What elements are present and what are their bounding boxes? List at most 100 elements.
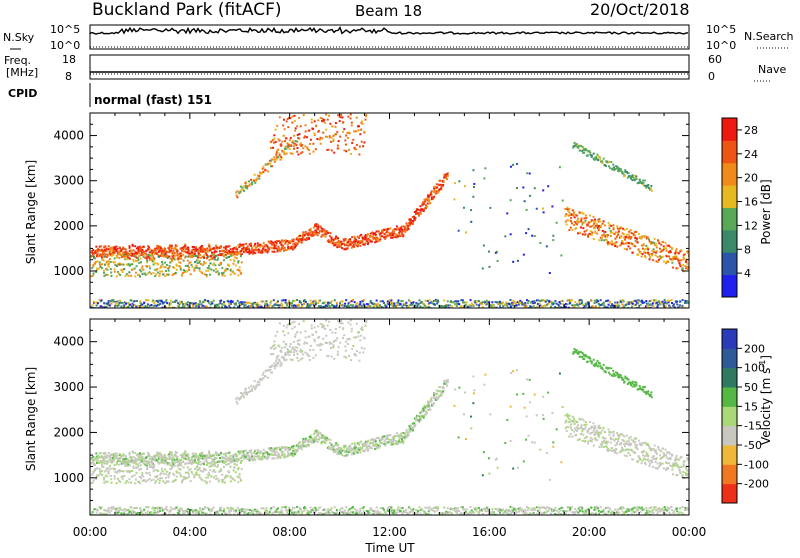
power-echo-cell <box>275 129 277 131</box>
power-echo-cell <box>276 125 278 127</box>
power-echo-cell <box>144 254 146 256</box>
power-echo-cell <box>178 306 180 308</box>
power-echo-cell <box>352 304 354 306</box>
velocity-echo-cell <box>426 412 428 414</box>
power-echo-cell <box>213 300 215 302</box>
power-echo-cell <box>106 269 108 271</box>
power-echo-cell <box>135 272 137 274</box>
power-echo-cell <box>172 250 174 252</box>
power-echo-cell <box>280 144 282 146</box>
power-echo-cell <box>281 141 283 143</box>
power-echo-cell <box>312 231 314 233</box>
power-echo-cell <box>560 254 562 256</box>
power-echo-cell <box>635 231 637 233</box>
power-echo-cell <box>626 248 628 250</box>
velocity-echo-cell <box>117 454 119 456</box>
power-echo-cell <box>657 239 659 241</box>
velocity-echo-cell <box>443 387 445 389</box>
velocity-echo-cell <box>191 471 193 473</box>
velocity-echo-cell <box>215 457 217 459</box>
power-echo-cell <box>162 273 164 275</box>
power-echo-cell <box>502 302 504 304</box>
power-echo-cell <box>134 275 136 277</box>
velocity-echo-cell <box>110 478 112 480</box>
power-echo-cell <box>587 224 589 226</box>
power-echo-cell <box>640 182 642 184</box>
power-echo-cell <box>179 301 181 303</box>
power-echo-cell <box>235 302 237 304</box>
power-echo-cell <box>632 179 634 181</box>
velocity-echo-cell <box>161 477 163 479</box>
velocity-echo-cell <box>169 472 171 474</box>
power-echo-cell <box>202 305 204 307</box>
power-echo-cell <box>99 264 101 266</box>
velocity-echo-cell <box>233 467 235 469</box>
power-echo-cell <box>140 261 142 263</box>
power-echo-cell <box>223 303 225 305</box>
power-echo-cell <box>593 302 595 304</box>
power-echo-cell <box>289 139 291 141</box>
power-echo-cell <box>183 260 185 262</box>
velocity-echo-cell <box>204 480 206 482</box>
power-echo-cell <box>437 299 439 301</box>
power-echo-cell <box>597 300 599 302</box>
power-echo-cell <box>284 153 286 155</box>
power-echo-cell <box>243 185 245 187</box>
power-echo-cell <box>94 301 96 303</box>
power-echo-cell <box>470 299 472 301</box>
power-echo-cell <box>129 247 131 249</box>
velocity-echo-cell <box>238 467 240 469</box>
power-echo-cell <box>482 267 484 269</box>
power-echo-cell <box>519 302 521 304</box>
power-echo-cell <box>546 299 548 301</box>
power-echo-cell <box>208 259 210 261</box>
velocity-echo-cell <box>248 387 250 389</box>
power-echo-cell <box>598 218 600 220</box>
power-echo-cell <box>166 264 168 266</box>
velocity-echo-cell <box>236 397 238 399</box>
power-echo-cell <box>143 246 145 248</box>
power-echo-cell <box>208 267 210 269</box>
power-echo-cell <box>682 299 684 301</box>
power-echo-cell <box>262 248 264 250</box>
velocity-echo-cell <box>138 456 140 458</box>
power-echo-cell <box>294 130 296 132</box>
cpid-text: normal (fast) 151 <box>94 93 212 107</box>
power-echo-cell <box>679 262 681 264</box>
power-echo-cell <box>463 301 465 303</box>
velocity-echo-cell <box>357 450 359 452</box>
power-echo-cell <box>337 114 339 116</box>
power-echo-cell <box>512 164 514 166</box>
power-echo-cell <box>677 258 679 260</box>
velocity-echo-cell <box>317 431 319 433</box>
power-echo-cell <box>312 301 314 303</box>
velocity-echo-cell <box>187 466 189 468</box>
velocity-echo-cell <box>150 480 152 482</box>
power-echo-cell <box>350 113 352 115</box>
power-echo-cell <box>208 302 210 304</box>
power-echo-cell <box>100 245 102 247</box>
power-echo-cell <box>248 253 250 255</box>
power-echo-cell <box>137 305 139 307</box>
power-echo-cell <box>362 145 364 147</box>
power-echo-cell <box>608 225 610 227</box>
power-echo-cell <box>340 241 342 243</box>
power-echo-cell <box>217 257 219 259</box>
power-echo-cell <box>608 304 610 306</box>
power-echo-cell <box>642 253 644 255</box>
velocity-echo-cell <box>182 461 184 463</box>
power-echo-cell <box>347 116 349 118</box>
power-echo-cell <box>648 254 650 256</box>
power-echo-cell <box>641 237 643 239</box>
power-echo-cell <box>109 305 111 307</box>
power-echo-cell <box>266 245 268 247</box>
power-echo-cell <box>136 265 138 267</box>
power-echo-cell <box>211 302 213 304</box>
power-echo-cell <box>118 257 120 259</box>
power-echo-cell <box>263 166 265 168</box>
power-echo-cell <box>529 195 531 197</box>
power-echo-cell <box>108 260 110 262</box>
power-echo-cell <box>138 252 140 254</box>
power-echo-cell <box>134 268 136 270</box>
power-echo-cell <box>216 247 218 249</box>
